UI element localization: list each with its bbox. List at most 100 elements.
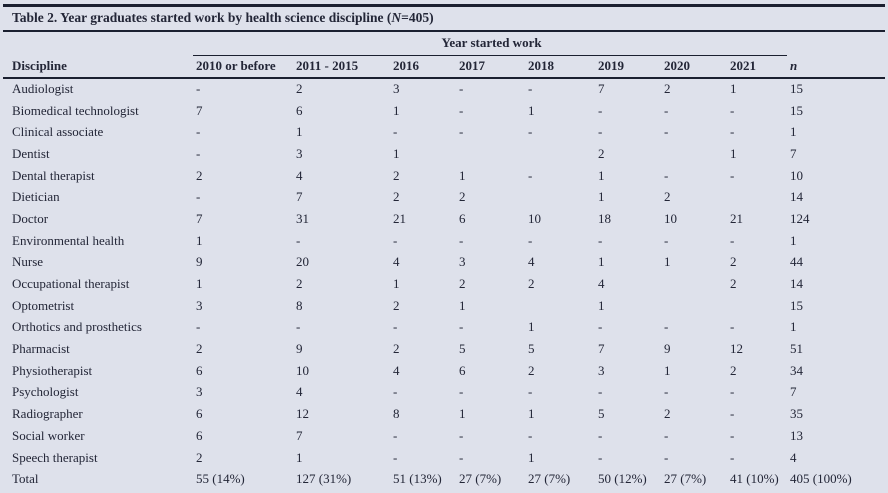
total-value-cell: 27 (7%) — [459, 471, 502, 487]
value-cell: 3 — [196, 384, 203, 400]
value-cell: 4 — [598, 276, 605, 292]
value-cell: - — [664, 232, 669, 248]
value-cell: 4 — [393, 254, 400, 270]
col-header-2021: 2021 — [727, 55, 788, 79]
table-row: Physiotherapist 6 10 4 6 2 3 1 2 34 — [3, 360, 885, 382]
value-cell — [525, 143, 595, 165]
value-cell: 1 — [730, 145, 737, 161]
discipline-cell: Dietician — [12, 189, 60, 205]
value-cell — [525, 295, 595, 317]
table-row: Optometrist 3 8 2 1 1 15 — [3, 295, 885, 317]
span-header-row: Year started work — [3, 32, 885, 56]
value-cell: 14 — [790, 276, 804, 292]
value-cell: 1 — [664, 254, 671, 270]
value-cell: - — [598, 384, 603, 400]
table-row: Audiologist - 2 3 - - 7 2 1 15 — [3, 78, 885, 100]
value-cell: 7 — [790, 384, 797, 400]
total-value-cell: 27 (7%) — [528, 471, 571, 487]
value-cell: - — [730, 427, 735, 443]
value-cell: 1 — [459, 406, 466, 422]
discipline-cell: Orthotics and prosthetics — [12, 319, 142, 335]
discipline-cell: Occupational therapist — [12, 276, 130, 292]
value-cell: 4 — [296, 384, 303, 400]
value-cell: - — [459, 449, 464, 465]
value-cell: 9 — [196, 254, 203, 270]
value-cell: 1 — [790, 232, 797, 248]
col-header-2018: 2018 — [525, 55, 595, 79]
value-cell: 1 — [393, 276, 400, 292]
value-cell: 12 — [730, 341, 743, 357]
table-title-n-italic: N — [391, 10, 402, 25]
value-cell: - — [730, 232, 735, 248]
value-cell: - — [730, 406, 735, 422]
value-cell: 7 — [196, 102, 203, 118]
value-cell — [525, 186, 595, 208]
table-title: Table 2. Year graduates started work by … — [3, 7, 885, 32]
value-cell: 2 — [598, 145, 605, 161]
value-cell: - — [598, 427, 603, 443]
value-cell: 2 — [664, 189, 671, 205]
value-cell: 15 — [790, 81, 804, 97]
total-value-cell: 41 (10%) — [730, 471, 779, 487]
table-row: Social worker 6 7 - - - - - - 13 — [3, 425, 885, 447]
value-cell: 9 — [296, 341, 303, 357]
discipline-cell: Dentist — [12, 145, 50, 161]
value-cell: - — [664, 124, 669, 140]
value-cell: 1 — [598, 297, 605, 313]
value-cell: - — [598, 319, 603, 335]
value-cell: 6 — [196, 362, 203, 378]
value-cell — [727, 295, 787, 317]
value-cell: - — [528, 232, 533, 248]
discipline-cell: Environmental health — [12, 232, 125, 248]
span-header-spacer-left — [3, 32, 193, 55]
table-title-text: Table 2. Year graduates started work by … — [12, 10, 392, 25]
value-cell: 2 — [459, 189, 466, 205]
value-cell: 1 — [196, 276, 203, 292]
value-cell: 2 — [730, 362, 737, 378]
discipline-cell: Pharmacist — [12, 341, 70, 357]
value-cell: 1 — [790, 124, 797, 140]
value-cell: 1 — [664, 362, 671, 378]
discipline-cell: Clinical associate — [12, 124, 104, 140]
value-cell: 2 — [393, 341, 400, 357]
value-cell: 14 — [790, 189, 804, 205]
value-cell: - — [598, 449, 603, 465]
value-cell: 2 — [296, 81, 303, 97]
data-table: Year started work Discipline 2010 or bef… — [3, 32, 886, 490]
span-header: Year started work — [193, 32, 788, 56]
value-cell: 1 — [459, 167, 466, 183]
value-cell: 2 — [664, 81, 671, 97]
discipline-cell: Optometrist — [12, 297, 75, 313]
value-cell: 1 — [296, 124, 303, 140]
value-cell: 3 — [393, 81, 400, 97]
value-cell: 3 — [196, 297, 203, 313]
value-cell: - — [393, 319, 398, 335]
value-cell: - — [196, 124, 201, 140]
value-cell: - — [730, 102, 735, 118]
value-cell: - — [459, 232, 464, 248]
table-row: Pharmacist 2 9 2 5 5 7 9 12 51 — [3, 338, 885, 360]
value-cell: - — [664, 449, 669, 465]
value-cell: - — [528, 384, 533, 400]
col-header-2011-2015: 2011 - 2015 — [293, 55, 390, 79]
table-row: Dentist - 3 1 2 1 7 — [3, 143, 885, 165]
value-cell: 5 — [528, 341, 535, 357]
value-cell: 10 — [664, 210, 677, 226]
value-cell: 21 — [730, 210, 743, 226]
value-cell: - — [393, 124, 398, 140]
value-cell: 1 — [528, 449, 535, 465]
value-cell: - — [730, 124, 735, 140]
discipline-cell: Speech therapist — [12, 449, 98, 465]
total-value-cell: 27 (7%) — [664, 471, 707, 487]
value-cell: - — [598, 124, 603, 140]
value-cell: - — [664, 384, 669, 400]
table-row: Clinical associate - 1 - - - - - - 1 — [3, 121, 885, 143]
value-cell: 4 — [528, 254, 535, 270]
value-cell: 7 — [296, 189, 303, 205]
value-cell: 7 — [598, 341, 605, 357]
value-cell: 1 — [528, 406, 535, 422]
span-header-spacer-right — [787, 32, 885, 55]
value-cell: 5 — [598, 406, 605, 422]
value-cell: 2 — [196, 449, 203, 465]
value-cell: 4 — [393, 362, 400, 378]
